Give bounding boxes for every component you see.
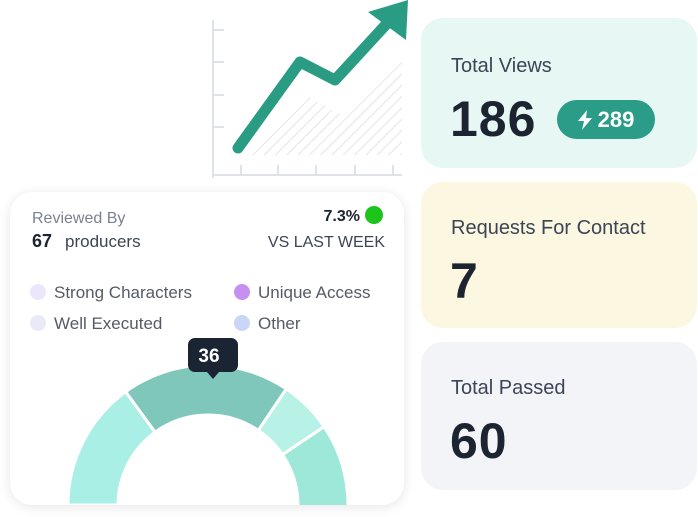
legend-dot xyxy=(30,315,46,331)
legend-dot xyxy=(234,284,250,300)
trend-area xyxy=(248,52,402,155)
stat-card: Requests For Contact 7 xyxy=(421,182,697,328)
stat-label: Requests For Contact xyxy=(451,217,646,239)
legend-dot xyxy=(30,284,46,300)
review-card: Reviewed By 67 producers 7.3% VS LAST WE… xyxy=(10,192,404,505)
donut-segment xyxy=(280,424,350,505)
axis-ticks xyxy=(213,29,394,175)
trend-graphic xyxy=(212,0,408,178)
stat-value: 7 xyxy=(450,253,479,309)
donut xyxy=(66,363,350,505)
change-dot xyxy=(365,206,383,224)
badge: 289 xyxy=(557,100,655,139)
change-label: VS LAST WEEK xyxy=(268,234,385,251)
tooltip-text: 36 xyxy=(198,346,219,367)
badge-value: 289 xyxy=(597,106,635,132)
change: 7.3% xyxy=(324,208,360,225)
review-unit: producers xyxy=(65,232,141,251)
legend-text: Unique Access xyxy=(258,283,370,302)
stat-label: Total Views xyxy=(451,55,552,77)
stat-value: 60 xyxy=(450,413,508,469)
arrow-head xyxy=(368,0,408,40)
stat-value: 186 xyxy=(450,91,537,147)
review-count: 67 xyxy=(32,231,52,251)
stat-card: Total Passed 60 xyxy=(421,342,697,490)
bolt-icon xyxy=(577,109,592,130)
legend-text: Strong Characters xyxy=(54,283,192,302)
legend-dot xyxy=(234,315,250,331)
legend-text: Well Executed xyxy=(54,314,162,333)
trend-arrow xyxy=(232,12,398,154)
review-label: Reviewed By xyxy=(32,210,125,227)
legend-text: Other xyxy=(258,314,301,333)
stat-card: Total Views 186 289 xyxy=(421,18,697,168)
stat-label: Total Passed xyxy=(451,377,566,399)
review-graphic: Reviewed By 67 producers 7.3% VS LAST WE… xyxy=(30,206,385,505)
tooltip xyxy=(188,338,238,379)
